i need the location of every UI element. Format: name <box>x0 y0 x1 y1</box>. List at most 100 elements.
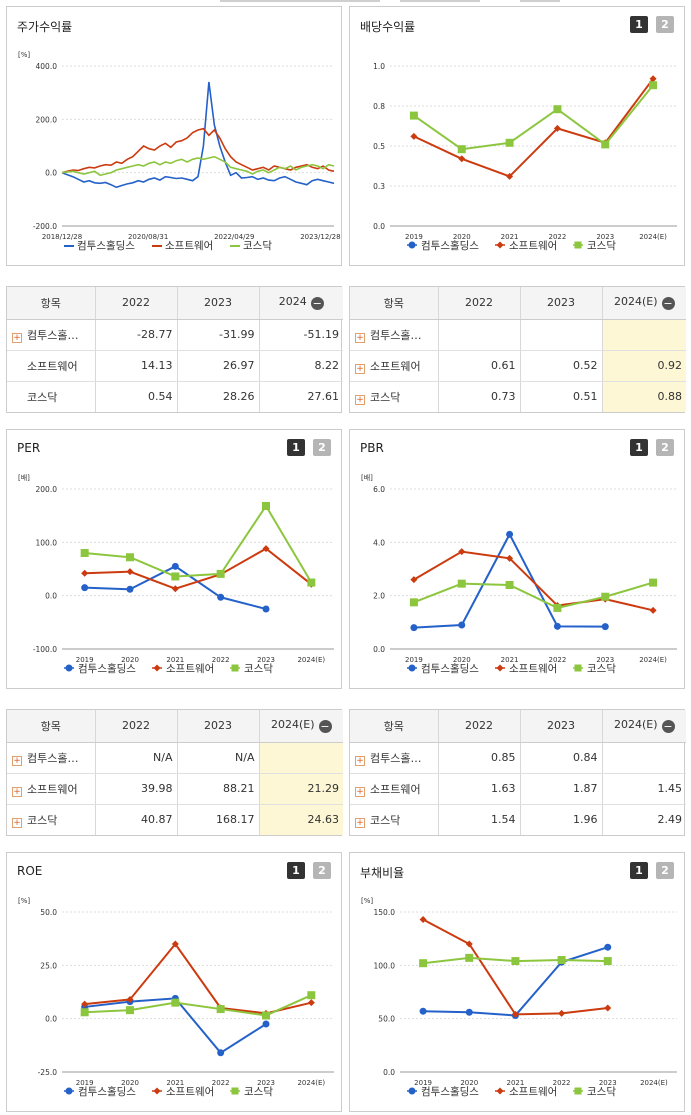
table-row: + 컴투스홀… <box>350 319 686 351</box>
debt-ratio-panel: 부채비율 1 2 [%] 150.0 100.0 50.0 0.0 2019 2020 202… <box>349 852 685 1112</box>
chart-mode-1-button[interactable]: 1 <box>630 439 648 456</box>
debt-ratio-chart: [%]150.0 100.0 50.0 0.0 2019 2020 2021 2022 2023… <box>361 897 677 1098</box>
x-tick-label: 2022 <box>549 233 567 241</box>
data-point <box>262 1011 270 1020</box>
expand-icon[interactable]: + <box>12 786 22 797</box>
y-unit-label: [%] <box>18 51 30 59</box>
collapse-icon[interactable]: − <box>310 297 324 311</box>
table-row: 소프트웨어 14.13 26.97 8.22 <box>7 350 343 382</box>
data-point <box>506 530 514 538</box>
row-name: + 코스닥 <box>7 804 96 835</box>
table-cell: 1.45 <box>602 773 686 805</box>
chart-mode-2-button[interactable]: 2 <box>656 862 674 879</box>
data-point <box>217 1049 225 1057</box>
legend-label: 코스닥 <box>587 663 616 675</box>
chart-mode-2-button[interactable]: 2 <box>313 439 331 456</box>
y-tick-label: -25.0 <box>38 1068 58 1077</box>
x-tick-label: 2020 <box>453 656 471 664</box>
chart-mode-1-button[interactable]: 1 <box>287 862 305 879</box>
expand-icon[interactable]: + <box>12 332 22 343</box>
table-header: 항목 <box>7 287 96 320</box>
x-tick-label: 2024(E) <box>297 656 325 664</box>
legend-label: 코스닥 <box>244 1086 273 1098</box>
expand-icon[interactable]: + <box>12 755 22 766</box>
chart-mode-1-button[interactable]: 1 <box>287 439 305 456</box>
roe-title: ROE <box>17 864 43 878</box>
expand-icon[interactable]: + <box>355 817 365 828</box>
table-row: + 소프트웨어 1.63 1.87 1.45 <box>350 773 686 805</box>
header-label: 2023 <box>204 296 232 310</box>
chart-mode-2-button[interactable]: 2 <box>656 439 674 456</box>
legend-label: 소프트웨어 <box>509 663 557 675</box>
chart-mode-1-button[interactable]: 1 <box>630 16 648 33</box>
series-line <box>413 581 654 609</box>
header-label: 2023 <box>204 719 232 733</box>
data-point <box>81 1000 89 1008</box>
x-tick-label: 2024(E) <box>639 233 667 241</box>
expand-icon[interactable]: + <box>355 332 365 343</box>
y-tick-label: -100.0 <box>33 645 57 654</box>
table-cell: 0.54 <box>95 381 178 412</box>
chart-mode-1-button[interactable]: 1 <box>630 862 648 879</box>
row-label: 소프트웨어 <box>370 782 421 796</box>
data-point <box>80 1008 89 1017</box>
collapse-icon[interactable]: − <box>661 297 675 311</box>
row-name: 소프트웨어 <box>7 350 96 382</box>
dividend-yield-table: 항목 2022 2023 2024(E) − + 컴투스홀… + 소프트웨어 0.61 0.52 0.… <box>349 286 686 413</box>
legend-label: 컴투스홀딩스 <box>421 1085 479 1098</box>
data-point <box>171 940 179 948</box>
table-header: 2024(E) − <box>259 710 343 743</box>
pbr-panel: PBR 1 2 [배] 6.0 4.0 2.0 0.0 2019 2020 2021 2022 2… <box>349 429 685 689</box>
data-point <box>603 957 612 966</box>
data-point <box>553 622 561 630</box>
table-header: 2022 <box>95 710 178 743</box>
series-line <box>84 547 312 590</box>
y-tick-label: 0.3 <box>373 182 385 191</box>
legend-label: 컴투스홀딩스 <box>78 662 136 675</box>
data-point <box>410 624 418 632</box>
table-cell: 1.96 <box>520 804 603 835</box>
expand-icon[interactable]: + <box>355 786 365 797</box>
y-unit-label: [%] <box>361 897 373 905</box>
debt-ratio-title: 부채비율 <box>360 866 405 880</box>
data-point <box>216 569 225 578</box>
table-header: 항목 <box>7 710 96 743</box>
y-tick-label: 0.0 <box>383 1068 395 1077</box>
per-panel: PER 1 2 [배] 200.0 100.0 0.0 -100.0 2019 2020 20… <box>6 429 342 689</box>
data-point <box>649 578 658 587</box>
expand-icon[interactable]: + <box>355 363 365 374</box>
row-label: 컴투스홀… <box>370 751 422 765</box>
table-row: + 코스닥 1.54 1.96 2.49 <box>350 804 686 835</box>
data-point <box>604 943 612 951</box>
table-row: + 컴투스홀… 0.85 0.84 <box>350 742 686 774</box>
expand-icon[interactable]: + <box>355 755 365 766</box>
table-row: + 코스닥 0.73 0.51 0.88 <box>350 381 686 412</box>
table-cell: 0.61 <box>438 350 521 382</box>
table-header: 2024(E) − <box>602 287 686 320</box>
data-point <box>81 584 89 592</box>
chart-mode-2-button[interactable]: 2 <box>656 16 674 33</box>
chart-mode-2-button[interactable]: 2 <box>313 862 331 879</box>
table-row: + 소프트웨어 0.61 0.52 0.92 <box>350 350 686 382</box>
x-tick-label: 2019 <box>405 656 423 664</box>
legend-label: 컴투스홀딩스 <box>78 1085 136 1098</box>
x-tick-label: 2021 <box>501 233 519 241</box>
x-tick-label: 2018/12/28 <box>42 233 82 241</box>
legend-label: 컴투스홀딩스 <box>77 239 135 252</box>
expand-icon[interactable]: + <box>12 817 22 828</box>
dividend-yield-title: 배당수익률 <box>360 20 416 34</box>
data-point <box>506 172 514 180</box>
data-point <box>458 621 466 629</box>
collapse-icon[interactable]: − <box>661 720 675 734</box>
pbr-title: PBR <box>360 441 384 455</box>
series-line <box>61 155 335 177</box>
x-tick-label: 2019 <box>405 233 423 241</box>
table-cell: 0.73 <box>438 381 521 412</box>
table-cell: N/A <box>95 742 178 774</box>
header-label: 2024(E) <box>270 718 315 732</box>
x-tick-label: 2019 <box>414 1079 432 1087</box>
collapse-icon[interactable]: − <box>318 720 332 734</box>
row-label: 컴투스홀… <box>27 751 79 765</box>
expand-icon[interactable]: + <box>355 394 365 405</box>
series-line <box>413 550 654 612</box>
